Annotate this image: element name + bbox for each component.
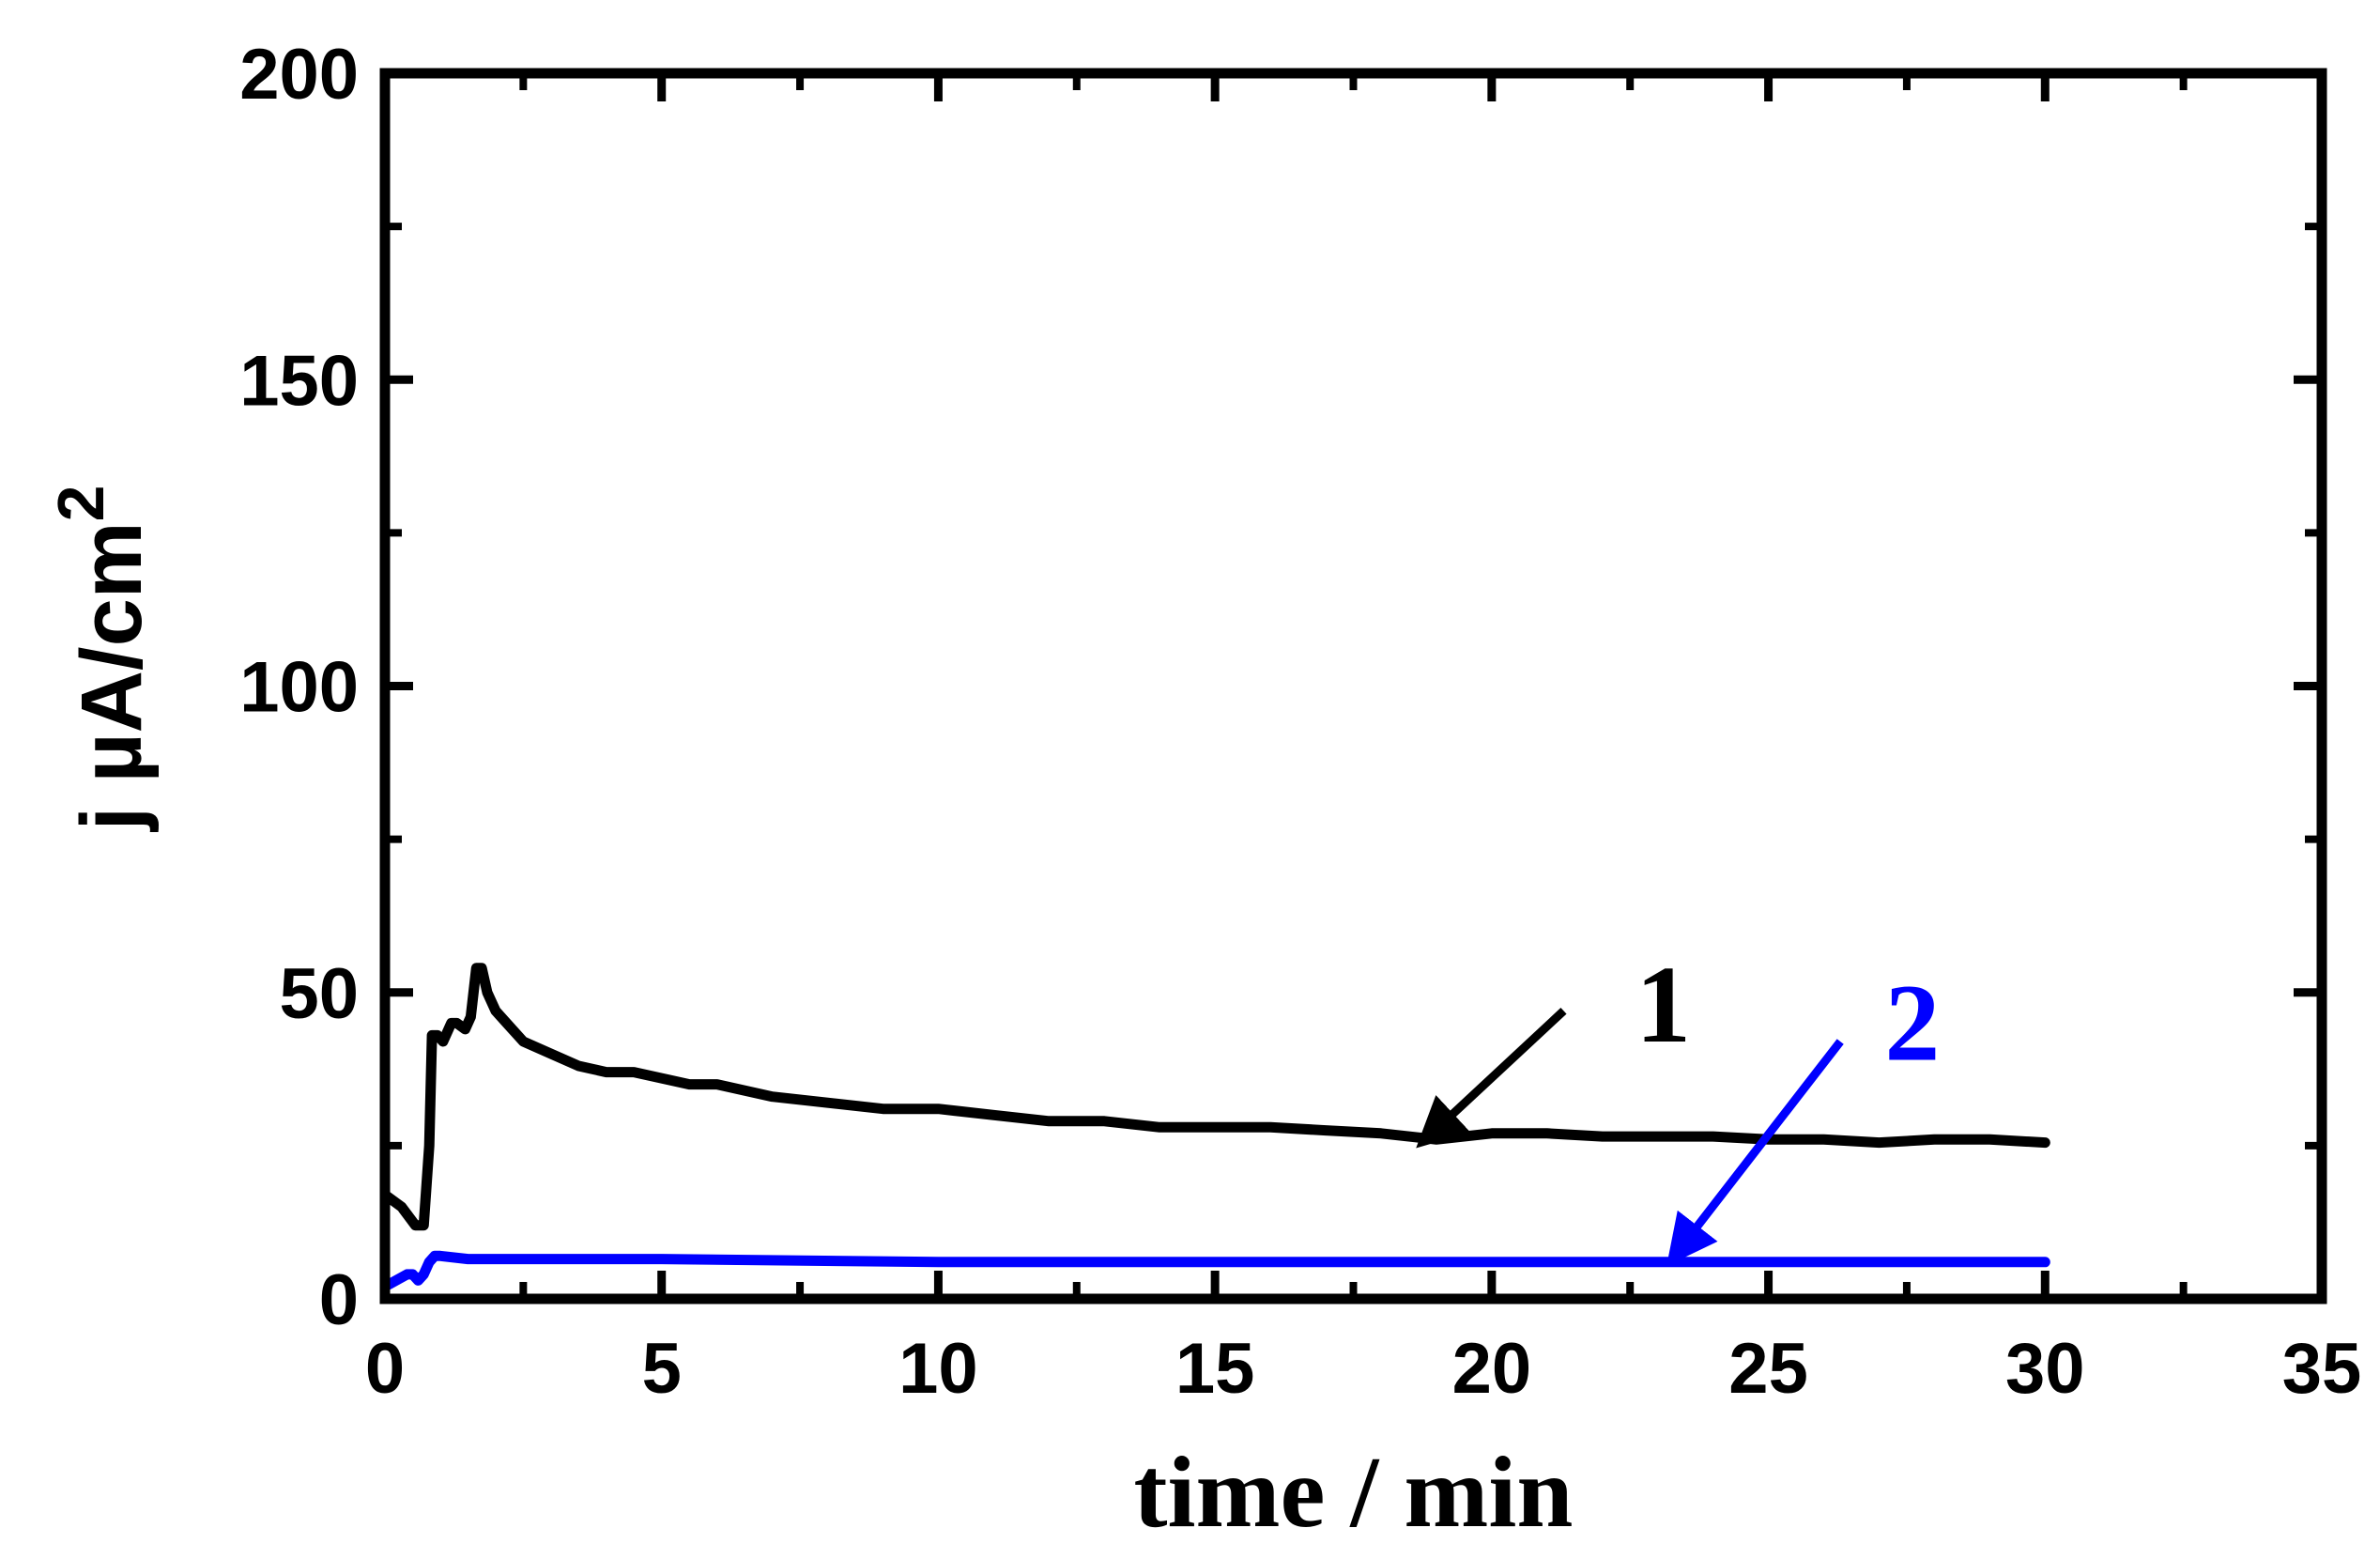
y-axis-title-main: j µA/cm	[64, 521, 160, 832]
y-axis-title: j µA/cm2	[44, 485, 160, 832]
x-tick-label: 5	[642, 1329, 682, 1409]
x-tick-label: 0	[365, 1329, 405, 1409]
x-tick-label: 15	[1175, 1329, 1255, 1409]
series-line-1	[379, 963, 2050, 1231]
label-layer: time / min j µA/cm2 0 5 10 15 20 25 30 35050100…	[44, 35, 2361, 1549]
y-tick-label: 100	[239, 648, 359, 728]
y-tick-label: 150	[239, 341, 359, 421]
x-tick-label: 20	[1452, 1329, 1532, 1409]
annotation-arrow-2	[1666, 1039, 1844, 1266]
annotation-arrow-1	[1416, 1008, 1567, 1149]
x-axis-title: time / min	[1134, 1437, 1574, 1549]
y-tick-label: 0	[319, 1260, 359, 1340]
y-tick-label: 200	[239, 35, 359, 115]
plot-layer	[379, 963, 2050, 1292]
plot-frame	[379, 68, 2327, 1304]
y-tick-label: 50	[279, 954, 359, 1034]
x-tick-label: 10	[898, 1329, 978, 1409]
x-tick-label: 35	[2282, 1329, 2362, 1409]
y-axis-title-superscript: 2	[44, 485, 117, 521]
x-tick-label: 25	[1728, 1329, 1808, 1409]
tick-layer	[380, 69, 2326, 1304]
series-line-2	[379, 1250, 2050, 1292]
annotation-label-2: 2	[1884, 962, 1940, 1085]
annotation-label-1: 1	[1635, 943, 1691, 1066]
x-tick-label: 30	[2005, 1329, 2085, 1409]
